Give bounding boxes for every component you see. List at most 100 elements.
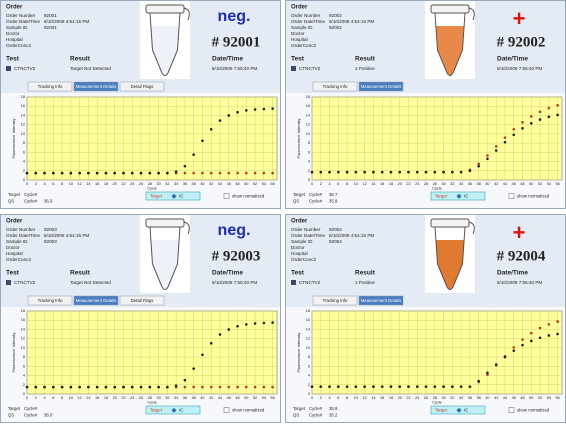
data-point: [425, 385, 428, 388]
x-tick-label: 48: [235, 396, 239, 400]
data-point: [43, 172, 46, 175]
data-point: [236, 111, 239, 114]
x-tick-label: 10: [69, 182, 73, 186]
x-tick-label: 26: [424, 396, 428, 400]
test-cell: 6/10/2009 7:55:40 PM: [212, 280, 257, 285]
test-cell: CTNCTV2: [14, 66, 36, 71]
data-point: [34, 386, 37, 389]
x-tick-label: 52: [253, 396, 257, 400]
y-tick-label: 10: [306, 346, 310, 350]
tab-label[interactable]: Tracking Info: [323, 298, 348, 303]
x-tick-label: 54: [547, 396, 551, 400]
tab-label[interactable]: Measurement Details: [76, 298, 117, 303]
tab-label[interactable]: Tracking Info: [38, 298, 63, 303]
field-label: Order Date/Time: [291, 19, 325, 24]
normalize-checkbox[interactable]: [509, 408, 514, 413]
field-value: 92002: [329, 13, 342, 18]
x-tick-label: 16: [95, 396, 99, 400]
tube-cap: [146, 219, 184, 227]
result-panel: OrderOrder NumberOrder Date/TimeSample I…: [1, 215, 281, 423]
data-point: [210, 172, 213, 175]
x-tick-label: 50: [244, 182, 248, 186]
data-point: [512, 346, 515, 349]
y-tick-label: 6: [23, 150, 25, 154]
data-point: [263, 322, 266, 325]
result-panel: OrderOrder NumberOrder Date/TimeSample I…: [286, 215, 566, 423]
y-axis-label: Fluorescence Intensity: [11, 118, 16, 158]
y-axis-label: Fluorescence Intensity: [296, 118, 301, 158]
tab-label[interactable]: Measurement Details: [361, 298, 402, 303]
y-tick-label: 12: [21, 123, 25, 127]
test-header: Test: [6, 270, 20, 277]
test-header: Date/Time: [497, 56, 528, 63]
y-tick-label: 2: [23, 169, 25, 173]
tab-label[interactable]: Tracking Info: [38, 84, 63, 89]
y-tick-label: 4: [308, 374, 310, 378]
test-cell: CTNCTV2: [14, 280, 36, 285]
normalize-label[interactable]: show normalized: [232, 193, 265, 198]
x-axis-label: Cycle: [432, 187, 442, 191]
data-point: [52, 386, 55, 389]
normalize-checkbox[interactable]: [224, 408, 229, 413]
data-point: [539, 110, 542, 113]
normalize-label[interactable]: show normalized: [517, 407, 550, 412]
data-point: [131, 386, 134, 389]
data-point: [236, 386, 239, 389]
data-point: [548, 334, 551, 337]
field-label: OrderConc2: [291, 257, 316, 262]
y-tick-label: 2: [308, 383, 310, 387]
tab-label[interactable]: Measurement Details: [361, 84, 402, 89]
data-point: [210, 342, 213, 345]
x-tick-label: 18: [104, 396, 108, 400]
x-tick-label: 46: [512, 396, 516, 400]
data-point: [122, 386, 125, 389]
normalize-label[interactable]: show normalized: [517, 193, 550, 198]
cycle-info: Cycle#: [24, 413, 38, 418]
data-point: [311, 385, 314, 388]
x-tick-label: 26: [139, 182, 143, 186]
data-point: [539, 327, 542, 330]
x-tick-label: 28: [148, 182, 152, 186]
data-point: [236, 325, 239, 328]
data-point: [556, 333, 559, 336]
legend-entry: IC: [179, 193, 183, 198]
data-point: [175, 384, 178, 387]
y-tick-label: 4: [23, 160, 25, 164]
cycle-info: 36.0: [44, 199, 53, 204]
data-point: [363, 385, 366, 388]
data-point: [87, 386, 90, 389]
data-point: [61, 386, 64, 389]
data-point: [530, 122, 533, 125]
test-icon: [6, 66, 11, 71]
data-point: [346, 385, 349, 388]
field-label: OrderConc2: [291, 43, 316, 48]
data-point: [210, 128, 213, 131]
tab-label[interactable]: Detail Flags: [131, 84, 154, 89]
data-point: [201, 172, 204, 175]
x-tick-label: 24: [415, 182, 419, 186]
x-tick-label: 54: [547, 182, 551, 186]
x-tick-label: 46: [227, 182, 231, 186]
y-tick-label: 12: [306, 123, 310, 127]
tab-label[interactable]: Detail Flags: [131, 298, 154, 303]
x-tick-label: 18: [389, 182, 393, 186]
x-tick-label: 6: [52, 396, 54, 400]
normalize-checkbox[interactable]: [509, 194, 514, 199]
cycle-info: 36.7: [329, 192, 338, 197]
legend-entry: IC: [464, 407, 468, 412]
normalize-label[interactable]: show normalized: [232, 407, 265, 412]
data-point: [434, 171, 437, 174]
tab-label[interactable]: Tracking Info: [323, 84, 348, 89]
x-tick-label: 8: [61, 396, 63, 400]
tab-label[interactable]: Measurement Details: [76, 84, 117, 89]
data-point: [70, 172, 73, 175]
x-tick-label: 0: [26, 182, 28, 186]
data-point: [263, 108, 266, 111]
x-tick-label: 32: [450, 182, 454, 186]
data-point: [319, 171, 322, 174]
cycle-info: Cycle#: [309, 199, 323, 204]
x-tick-label: 34: [174, 396, 178, 400]
normalize-checkbox[interactable]: [224, 194, 229, 199]
data-point: [87, 172, 90, 175]
legend-entry: Target: [435, 407, 448, 412]
